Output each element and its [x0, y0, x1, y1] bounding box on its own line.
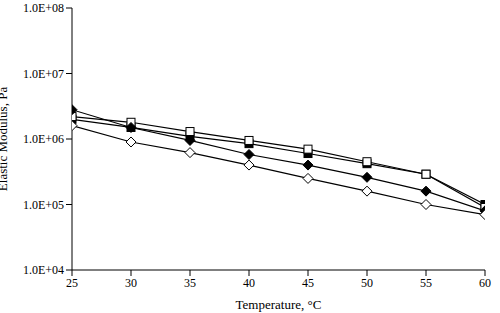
svg-text:1.0E+05: 1.0E+05: [23, 198, 64, 212]
svg-text:1.0E+08: 1.0E+08: [23, 1, 64, 15]
svg-text:30: 30: [125, 276, 137, 290]
svg-text:1.0E+04: 1.0E+04: [23, 263, 64, 277]
svg-text:45: 45: [302, 276, 314, 290]
svg-text:50: 50: [361, 276, 373, 290]
svg-text:25: 25: [66, 276, 78, 290]
svg-text:1.0E+07: 1.0E+07: [23, 67, 64, 81]
svg-text:1.0E+06: 1.0E+06: [23, 132, 64, 146]
svg-text:35: 35: [184, 276, 196, 290]
svg-text:Elastic Modulus, Pa: Elastic Modulus, Pa: [8, 87, 10, 192]
svg-text:55: 55: [420, 276, 432, 290]
svg-text:Temperature, °C: Temperature, °C: [236, 297, 322, 312]
svg-text:40: 40: [243, 276, 255, 290]
svg-text:60: 60: [479, 276, 491, 290]
